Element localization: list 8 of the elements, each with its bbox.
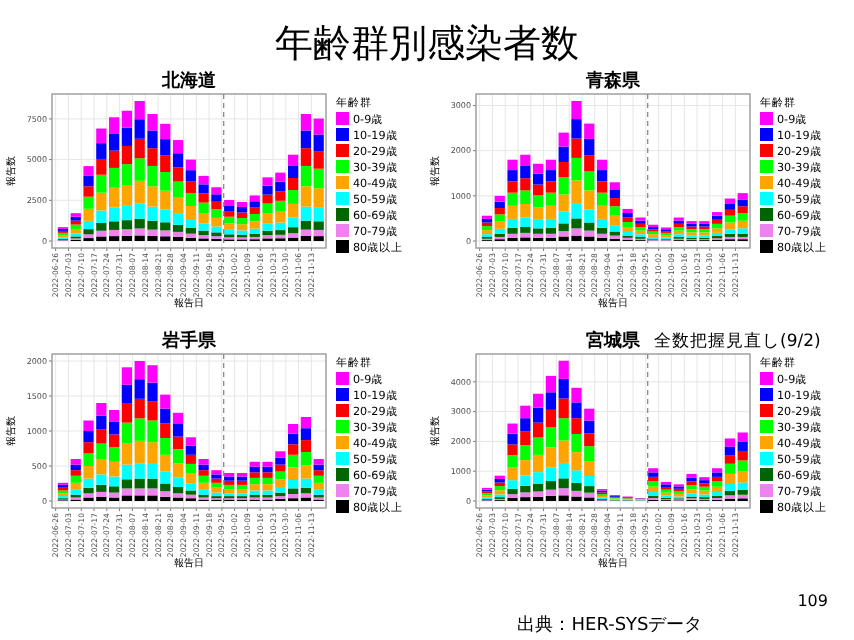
chart-title: 宮城県 bbox=[586, 330, 642, 352]
text: 年齢群別感染者数 bbox=[275, 22, 579, 66]
text: 全数把握見直し(9/2) bbox=[654, 330, 821, 352]
text: 109 bbox=[797, 592, 828, 610]
chart-title: 北海道 bbox=[160, 70, 218, 92]
source-note: 出典：HER-SYSデータ bbox=[517, 614, 703, 636]
chart-title: 岩手県 bbox=[160, 330, 218, 352]
chart-title: 青森県 bbox=[584, 70, 642, 92]
